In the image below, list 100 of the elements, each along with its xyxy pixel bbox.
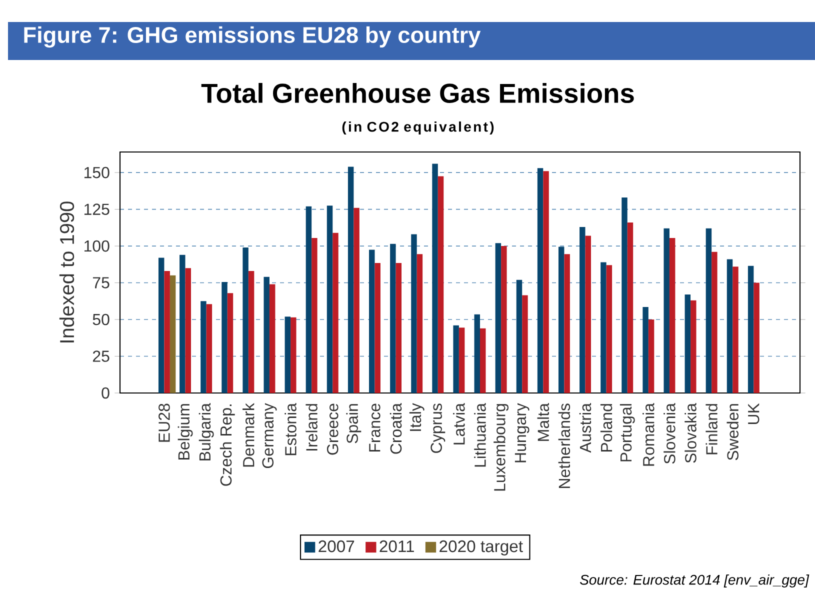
- y-tick-label: 25: [92, 350, 110, 362]
- bar: [227, 293, 234, 393]
- bar: [180, 254, 186, 393]
- x-tick-label: EU28: [158, 404, 170, 442]
- bar: [170, 275, 176, 393]
- x-tick-label: Cyprus: [430, 404, 446, 453]
- x-tick-label: Spain: [346, 404, 362, 444]
- bar: [606, 265, 612, 393]
- bar: [543, 171, 549, 393]
- bar: [648, 320, 654, 393]
- bar: [200, 301, 206, 393]
- x-tick-label: Estonia: [284, 403, 296, 456]
- x-tick-label: Malta: [537, 403, 550, 441]
- bar: [284, 316, 291, 393]
- bar: [222, 282, 228, 393]
- legend-label: 2007: [318, 540, 354, 552]
- bar: [348, 166, 354, 393]
- bar: [185, 268, 192, 393]
- bar: [706, 228, 712, 393]
- x-tick-label: Luxembourg: [494, 404, 509, 491]
- x-tick-label: UK: [748, 403, 760, 424]
- chart-title: Total Greenhouse Gas Emissions: [201, 82, 634, 104]
- bar: [732, 266, 738, 393]
- x-tick-label: Romania: [642, 403, 654, 466]
- caption: Figure 7: GHG emissions EU28 by country: [24, 26, 481, 48]
- bar: [516, 280, 522, 393]
- bar: [269, 284, 276, 393]
- x-tick-label: Slovakia: [684, 403, 696, 463]
- bar: [600, 262, 606, 393]
- bar: [390, 244, 396, 393]
- bar: [242, 248, 248, 393]
- bar: [712, 252, 718, 393]
- x-tick-label: Greece: [326, 404, 338, 455]
- x-tick-label: Sweden: [726, 404, 738, 460]
- x-tick-label: Lithuania: [474, 403, 486, 467]
- bar: [164, 271, 170, 393]
- bar: [474, 314, 480, 393]
- x-tick-label: Italy: [409, 403, 424, 431]
- bar: [264, 276, 270, 393]
- bar: [684, 294, 691, 393]
- bar: [495, 243, 502, 393]
- bar: [664, 228, 670, 393]
- bar: [458, 328, 465, 393]
- bar: [537, 168, 544, 393]
- bar: [564, 254, 570, 393]
- bar: [432, 164, 438, 393]
- bar: [726, 259, 733, 393]
- x-tick-label: Netherlands: [558, 404, 570, 488]
- legend-label: 2020 target: [440, 540, 523, 556]
- bar: [290, 317, 296, 393]
- bar: [158, 258, 164, 393]
- bar: [354, 208, 360, 393]
- bar: [374, 262, 380, 393]
- x-tick-label: Ireland: [306, 404, 318, 450]
- y-tick-label: 125: [84, 204, 110, 215]
- bar: [669, 238, 676, 393]
- bar: [754, 282, 760, 393]
- x-tick-label: Denmark: [242, 403, 254, 467]
- y-tick-label: 50: [92, 314, 110, 326]
- bar: [438, 176, 444, 393]
- bar: [558, 246, 564, 393]
- bar: [306, 206, 312, 393]
- x-tick-label: Bulgaria: [198, 403, 214, 460]
- bar: [690, 300, 696, 393]
- x-tick-label: Finland: [706, 404, 718, 454]
- bar: [585, 236, 591, 393]
- bar: [396, 262, 402, 393]
- bar: [501, 246, 507, 393]
- bar: [369, 250, 375, 393]
- bar: [522, 295, 528, 393]
- legend-label: 2011: [380, 540, 414, 552]
- x-tick-label: Latvia: [453, 403, 465, 444]
- bar: [748, 266, 754, 393]
- y-tick-label: 0: [102, 387, 110, 399]
- bar: [326, 206, 333, 393]
- x-tick-label: Croatia: [390, 403, 402, 454]
- y-tick-label: 150: [84, 166, 110, 178]
- x-tick-label: Czech Rep.: [220, 404, 235, 486]
- bar: [312, 238, 318, 393]
- x-tick-label: Hungary: [514, 403, 530, 462]
- x-tick-label: France: [369, 404, 380, 452]
- x-tick-label: Austria: [579, 403, 592, 453]
- source-note: Source: Eurostat 2014 [env_air_gge]: [580, 574, 810, 588]
- y-tick-label: 75: [92, 277, 110, 288]
- x-tick-label: Belgium: [178, 404, 193, 460]
- y-tick-label: 100: [84, 240, 110, 252]
- bar: [580, 226, 586, 393]
- x-tick-label: Poland: [600, 404, 612, 452]
- bar: [627, 222, 634, 393]
- x-tick-label: Germany: [262, 403, 277, 468]
- bar: [411, 234, 417, 393]
- y-axis-title: Indexed to 1990: [59, 202, 74, 342]
- bar: [622, 198, 628, 393]
- x-tick-label: Slovenia: [664, 403, 676, 464]
- bar: [453, 325, 459, 393]
- bar: [332, 232, 338, 393]
- x-tick-label: Portugal: [620, 404, 635, 462]
- bar: [416, 254, 423, 393]
- chart-subtitle: (in CO2 equivalent): [342, 121, 494, 135]
- bar: [206, 304, 212, 393]
